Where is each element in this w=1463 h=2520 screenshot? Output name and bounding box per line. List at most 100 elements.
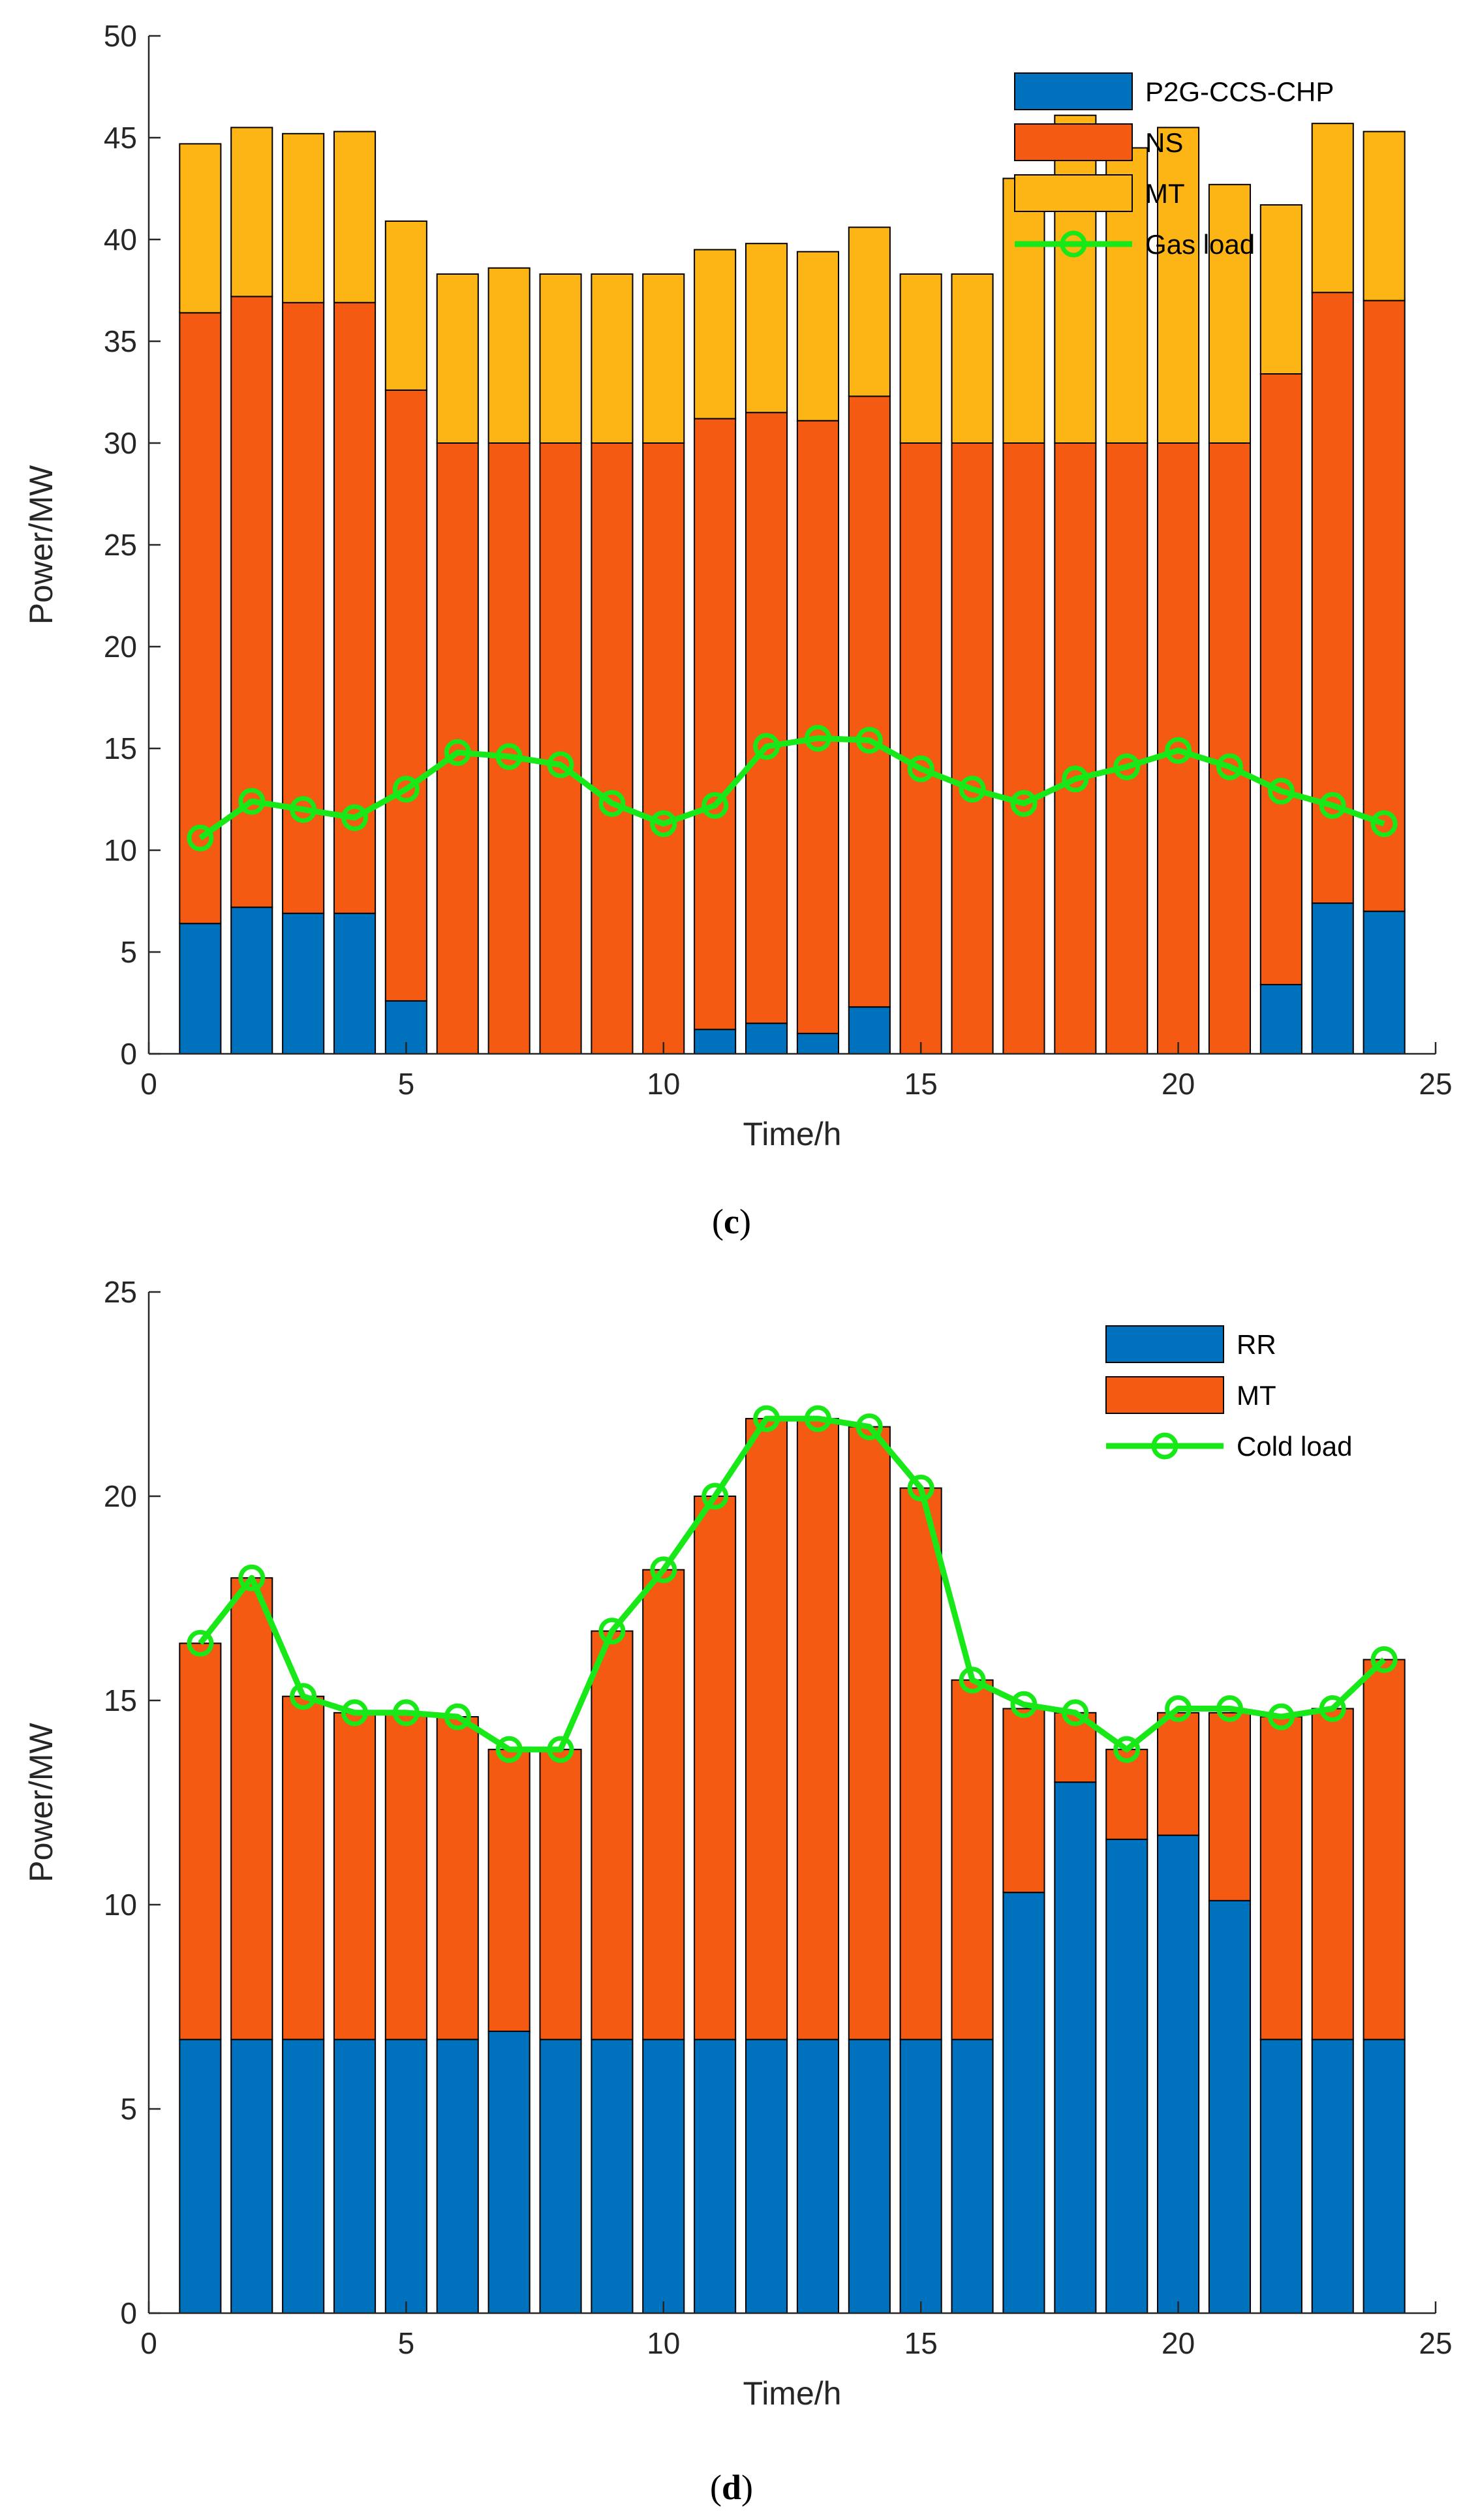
point-c-load-11	[701, 791, 729, 819]
bar-c-mt-4	[333, 131, 377, 303]
x-tick-label: 0	[140, 1067, 157, 1101]
x-tick-label: 10	[647, 2326, 680, 2360]
bar-c-ns-2	[230, 296, 273, 908]
bar-d-rr-18	[1054, 1781, 1097, 2314]
y-tick-label: 15	[104, 731, 137, 765]
y-tick-label: 0	[120, 1037, 137, 1071]
point-d-load-11	[701, 1483, 729, 1510]
bar-c-mt-10	[642, 273, 685, 444]
point-c-load-10	[650, 810, 677, 837]
bar-d-mt-20	[1157, 1712, 1200, 1836]
bar-d-rr-19	[1105, 1838, 1148, 2314]
y-tick-label: 10	[104, 833, 137, 867]
legend-label: RR	[1237, 1329, 1276, 1360]
bar-c-ns-18	[1054, 442, 1097, 1054]
line-d-load	[198, 1415, 1387, 1753]
bar-d-rr-6	[436, 2038, 479, 2314]
bar-d-mt-8	[539, 1749, 582, 2040]
bar-c-mt-13	[796, 251, 840, 422]
bar-d-rr-15	[899, 2038, 942, 2314]
bar-c-p2g-ccs-chp-13	[796, 1032, 840, 1055]
bar-d-mt-24	[1363, 1659, 1406, 2040]
legend-label: MT	[1145, 178, 1185, 209]
bar-c-mt-21	[1208, 183, 1252, 444]
bar-c-mt-17	[1002, 177, 1045, 444]
bar-c-ns-1	[179, 312, 222, 925]
point-d-load-16	[959, 1667, 986, 1694]
legend-swatch	[1014, 174, 1133, 212]
legend-c: P2G-CCS-CHP NS MT Gas load	[1014, 72, 1334, 260]
bar-d-mt-3	[282, 1695, 325, 2040]
bar-d-rr-17	[1002, 1892, 1045, 2314]
point-c-load-19	[1113, 753, 1141, 780]
y-tick-label: 15	[104, 1683, 137, 1717]
bar-d-mt-1	[179, 1642, 222, 2040]
bar-c-mt-8	[539, 273, 582, 444]
bar-c-ns-22	[1259, 373, 1302, 985]
legend-swatch	[1105, 1376, 1224, 1414]
point-d-load-14	[855, 1413, 883, 1441]
point-c-load-17	[1010, 790, 1038, 817]
legend-swatch	[1105, 1325, 1224, 1363]
point-d-load-20	[1165, 1695, 1192, 1722]
bar-d-mt-6	[436, 1716, 479, 2040]
legend-label: MT	[1237, 1380, 1276, 1411]
bar-c-mt-15	[899, 273, 942, 444]
bar-d-mt-15	[899, 1487, 942, 2040]
point-d-load-1	[187, 1629, 214, 1657]
point-d-load-6	[444, 1703, 471, 1730]
bar-c-p2g-ccs-chp-22	[1259, 983, 1302, 1055]
bar-c-mt-12	[745, 243, 788, 414]
y-tick-label: 50	[104, 19, 137, 53]
point-d-load-23	[1319, 1695, 1346, 1722]
y-tick-label: 5	[120, 2092, 137, 2126]
legend-marker	[1060, 230, 1087, 258]
point-c-load-23	[1319, 791, 1346, 819]
bar-c-ns-10	[642, 442, 685, 1054]
bar-c-mt-2	[230, 127, 273, 298]
bar-d-rr-20	[1157, 1834, 1200, 2314]
bar-d-rr-2	[230, 2038, 273, 2314]
bar-d-mt-2	[230, 1577, 273, 2040]
bar-d-rr-13	[796, 2038, 840, 2314]
y-tick-label: 45	[104, 121, 137, 155]
bar-d-mt-5	[384, 1712, 427, 2040]
bar-c-p2g-ccs-chp-12	[745, 1022, 788, 1054]
bar-d-mt-21	[1208, 1712, 1252, 1901]
bar-c-p2g-ccs-chp-1	[179, 923, 222, 1055]
point-d-load-19	[1113, 1736, 1141, 1763]
point-c-load-14	[855, 727, 883, 754]
x-tick-label: 15	[904, 1067, 938, 1101]
point-c-load-7	[495, 743, 523, 770]
bar-c-p2g-ccs-chp-11	[694, 1028, 737, 1054]
line-c-load	[198, 735, 1385, 840]
point-d-load-17	[1010, 1691, 1038, 1718]
bar-d-rr-9	[591, 2038, 634, 2314]
bar-d-mt-23	[1311, 1708, 1354, 2040]
bar-c-ns-14	[848, 395, 891, 1008]
bar-d-rr-22	[1259, 2038, 1302, 2314]
point-d-load-5	[392, 1699, 420, 1727]
chart-d: 0 5 10 15 20 25 0 5 10 15 20 25 Time/h Power/MW RR MT Co…	[23, 1275, 1453, 2507]
point-c-load-20	[1165, 737, 1192, 764]
y-tick-label: 20	[104, 630, 137, 664]
point-d-load-15	[907, 1475, 934, 1501]
bar-d-rr-11	[694, 2038, 737, 2314]
bar-d-mt-9	[591, 1630, 634, 2040]
point-d-load-22	[1267, 1703, 1295, 1730]
bar-c-mt-3	[282, 132, 325, 303]
x-tick-label: 5	[398, 1067, 415, 1101]
x-tick-label: 20	[1162, 1067, 1195, 1101]
bar-d-mt-10	[642, 1569, 685, 2040]
x-tick-label: 10	[647, 1067, 680, 1101]
bar-c-ns-6	[436, 442, 479, 1054]
bar-c-ns-11	[694, 418, 737, 1030]
bar-c-p2g-ccs-chp-14	[848, 1006, 891, 1054]
bar-d-mt-22	[1259, 1716, 1302, 2040]
bar-d-mt-19	[1105, 1749, 1148, 1840]
bar-c-mt-6	[436, 273, 479, 444]
bar-d-mt-12	[745, 1418, 788, 2040]
y-tick-label: 30	[104, 426, 137, 460]
bar-c-mt-1	[179, 143, 222, 314]
